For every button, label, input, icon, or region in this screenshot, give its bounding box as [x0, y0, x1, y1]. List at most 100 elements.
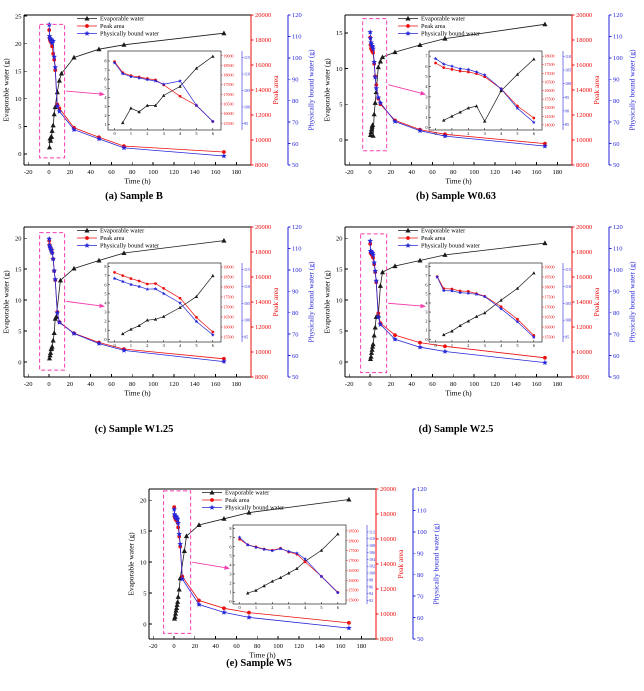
- svg-text:20000: 20000: [576, 12, 592, 19]
- svg-text:2: 2: [467, 343, 469, 348]
- svg-text:1: 1: [425, 115, 427, 120]
- svg-text:100: 100: [273, 643, 283, 650]
- svg-text:120: 120: [292, 224, 302, 231]
- svg-text:17500: 17500: [223, 82, 233, 87]
- svg-text:110: 110: [417, 508, 427, 515]
- svg-text:-20: -20: [345, 169, 354, 176]
- svg-text:5: 5: [425, 74, 427, 79]
- svg-text:112: 112: [369, 529, 375, 534]
- svg-text:90: 90: [613, 76, 620, 83]
- svg-text:20000: 20000: [380, 486, 396, 493]
- svg-text:Physically bound water: Physically bound water: [100, 243, 160, 250]
- series-physically-bound-water: [171, 506, 352, 631]
- svg-text:8000: 8000: [255, 162, 268, 169]
- svg-text:120: 120: [169, 169, 179, 176]
- series-evaporable-water: [171, 496, 352, 621]
- svg-text:160: 160: [532, 381, 542, 388]
- svg-text:0: 0: [339, 359, 342, 366]
- caption-sample-w125: (c) Sample W1.25: [94, 424, 174, 435]
- svg-text:16000: 16000: [255, 62, 271, 69]
- svg-text:2: 2: [104, 113, 106, 118]
- zoom-arrow: [66, 300, 105, 308]
- svg-text:5: 5: [195, 343, 197, 348]
- svg-text:6: 6: [533, 343, 536, 348]
- svg-text:80: 80: [292, 310, 299, 317]
- svg-text:6: 6: [212, 131, 215, 136]
- svg-text:6: 6: [104, 77, 107, 82]
- svg-text:Evaporable water (g): Evaporable water (g): [323, 58, 332, 122]
- svg-text:105: 105: [565, 68, 571, 73]
- svg-text:20: 20: [140, 497, 147, 504]
- svg-text:94: 94: [369, 591, 373, 596]
- svg-text:100: 100: [469, 169, 479, 176]
- svg-text:5: 5: [18, 328, 21, 335]
- svg-text:10: 10: [336, 66, 343, 73]
- svg-text:17000: 17000: [348, 558, 358, 563]
- svg-text:108: 108: [369, 543, 375, 548]
- svg-text:8000: 8000: [576, 162, 589, 169]
- svg-text:10000: 10000: [576, 349, 592, 356]
- svg-text:160: 160: [211, 381, 221, 388]
- svg-text:70: 70: [613, 119, 620, 126]
- svg-text:60: 60: [613, 141, 620, 148]
- inset-chart: 0 1 2 3 4 5 6 0 1 2 3 4 5 6 7 8 15500 16000 16500 17000 1750…: [104, 262, 250, 348]
- svg-text:16000: 16000: [223, 111, 233, 116]
- svg-text:160: 160: [532, 169, 542, 176]
- inset-series-evaporable-water: [121, 54, 215, 125]
- chart-sample-w5: -20 0 20 40 60 80 100 120 140 160 180 0 5 10 15 20 8000 1…: [126, 476, 448, 666]
- svg-text:160: 160: [336, 643, 346, 650]
- svg-text:4: 4: [500, 131, 503, 136]
- chart-sample-w25: -20 0 20 40 60 80 100 120 140 160 180 0 5 10 15 20 8000 1…: [322, 214, 644, 404]
- svg-text:7: 7: [229, 535, 232, 540]
- svg-text:15: 15: [15, 266, 22, 273]
- chart-svg-sample-w063: -20 0 20 40 60 80 100 120 140 160 1800510158000100…: [323, 12, 637, 185]
- svg-text:100: 100: [565, 318, 571, 323]
- svg-text:18000: 18000: [576, 37, 592, 44]
- svg-text:80: 80: [613, 310, 620, 317]
- svg-text:Peak area: Peak area: [592, 75, 601, 105]
- svg-text:70: 70: [613, 331, 620, 338]
- svg-text:15000: 15000: [348, 598, 358, 603]
- inset-series-physically-bound-water: [112, 276, 215, 337]
- svg-text:0: 0: [18, 359, 21, 366]
- svg-text:17000: 17000: [544, 305, 554, 310]
- tick-labels: -20 0 20 40 60 80 100 120 140 160 1800510152080001…: [15, 224, 302, 388]
- caption-sample-b: (a) Sample B: [105, 191, 163, 202]
- svg-text:Peak area: Peak area: [396, 549, 405, 579]
- svg-text:Physically bound water (g): Physically bound water (g): [307, 261, 316, 343]
- svg-text:120: 120: [613, 12, 623, 19]
- svg-text:Physically bound water (g): Physically bound water (g): [628, 261, 637, 343]
- svg-text:18500: 18500: [223, 275, 233, 280]
- svg-text:100: 100: [613, 267, 623, 274]
- caption-sample-w5: (e) Sample W5: [226, 658, 292, 669]
- svg-text:5: 5: [516, 343, 518, 348]
- svg-text:15000: 15000: [544, 105, 554, 110]
- svg-text:17500: 17500: [544, 295, 554, 300]
- svg-text:0: 0: [425, 337, 427, 342]
- svg-text:18000: 18000: [544, 54, 554, 59]
- svg-text:110: 110: [244, 72, 250, 77]
- svg-text:104: 104: [369, 557, 375, 562]
- svg-text:Evaporable water: Evaporable water: [100, 228, 145, 235]
- svg-text:Evaporable water (g): Evaporable water (g): [127, 532, 136, 596]
- inset-series-peak-area: [113, 271, 215, 334]
- series-evaporable-water: [46, 237, 227, 361]
- svg-text:Peak area: Peak area: [100, 235, 125, 242]
- svg-text:40: 40: [212, 643, 219, 650]
- svg-text:20: 20: [15, 41, 22, 48]
- svg-text:2: 2: [467, 131, 469, 136]
- svg-text:19000: 19000: [223, 265, 233, 270]
- svg-text:16000: 16000: [576, 274, 592, 281]
- svg-text:0: 0: [434, 131, 436, 136]
- svg-text:40: 40: [87, 169, 94, 176]
- svg-text:15: 15: [336, 30, 343, 37]
- zoom-arrow: [192, 561, 230, 570]
- chart-svg-sample-b: -20 0 20 40 60 80 100 120 140 160 1800510152025800…: [2, 12, 316, 185]
- axis-titles: Time (h) Evaporable water (g) Peak area Phy…: [2, 261, 316, 398]
- svg-text:0: 0: [425, 125, 427, 130]
- svg-text:18000: 18000: [380, 511, 396, 518]
- svg-text:70: 70: [292, 331, 299, 338]
